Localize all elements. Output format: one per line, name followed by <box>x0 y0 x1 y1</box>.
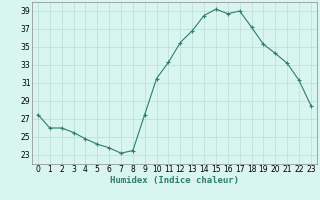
X-axis label: Humidex (Indice chaleur): Humidex (Indice chaleur) <box>110 176 239 185</box>
